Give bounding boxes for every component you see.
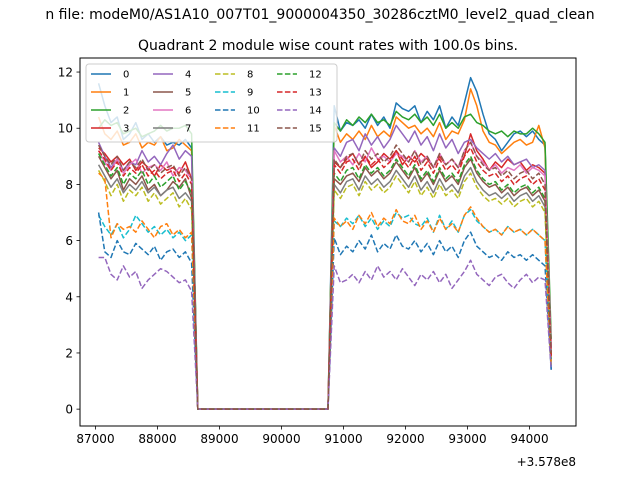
legend-label-11: 11 (247, 124, 260, 135)
y-axis: 0 2 4 6 8 10 12 (58, 66, 80, 417)
x-tick-label: 89000 (200, 432, 238, 446)
legend-label-8: 8 (247, 70, 253, 81)
legend-label-6: 6 (185, 106, 191, 117)
legend-label-13: 13 (309, 88, 322, 99)
legend-label-0: 0 (123, 70, 129, 81)
x-tick-label: 87000 (76, 432, 114, 446)
legend-label-9: 9 (247, 88, 253, 99)
x-axis-offset-text: +3.578e8 (517, 455, 576, 469)
legend-label-2: 2 (123, 106, 129, 117)
legend-label-10: 10 (247, 106, 260, 117)
legend-label-5: 5 (185, 88, 191, 99)
y-tick-label: 12 (58, 66, 73, 80)
series-line-9 (97, 208, 552, 410)
series-line-11 (98, 172, 552, 410)
x-tick-label: 93000 (448, 432, 486, 446)
x-tick-label: 91000 (324, 432, 362, 446)
axes-frame (79, 57, 577, 427)
series-line-13 (97, 147, 552, 410)
y-tick-label: 6 (65, 234, 73, 248)
legend-label-14: 14 (309, 106, 322, 117)
y-tick-label: 8 (65, 178, 73, 192)
x-tick-label: 92000 (386, 432, 424, 446)
y-tick-label: 10 (58, 122, 73, 136)
legend-label-7: 7 (185, 124, 191, 135)
legend-label-15: 15 (309, 124, 322, 135)
series-line-14 (98, 256, 552, 410)
chart-title: Quadrant 2 module wise count rates with … (138, 38, 518, 54)
legend-label-1: 1 (123, 88, 129, 99)
x-tick-label: 88000 (138, 432, 176, 446)
y-tick-label: 4 (65, 290, 73, 304)
series-line-15 (97, 141, 552, 410)
legend-frame (85, 63, 338, 143)
x-tick-label: 94000 (510, 432, 548, 446)
figure-suptitle: n file: modeM0/AS1A10_007T01_9000004350_… (45, 7, 594, 23)
y-tick-label: 2 (65, 346, 73, 360)
x-axis: 87000 88000 89000 90000 91000 92000 93000 94000 (76, 426, 549, 446)
legend-label-3: 3 (123, 124, 129, 135)
legend-label-12: 12 (309, 70, 322, 81)
y-tick-label: 0 (65, 403, 73, 417)
x-tick-label: 90000 (262, 432, 300, 446)
legend-label-4: 4 (185, 70, 191, 81)
